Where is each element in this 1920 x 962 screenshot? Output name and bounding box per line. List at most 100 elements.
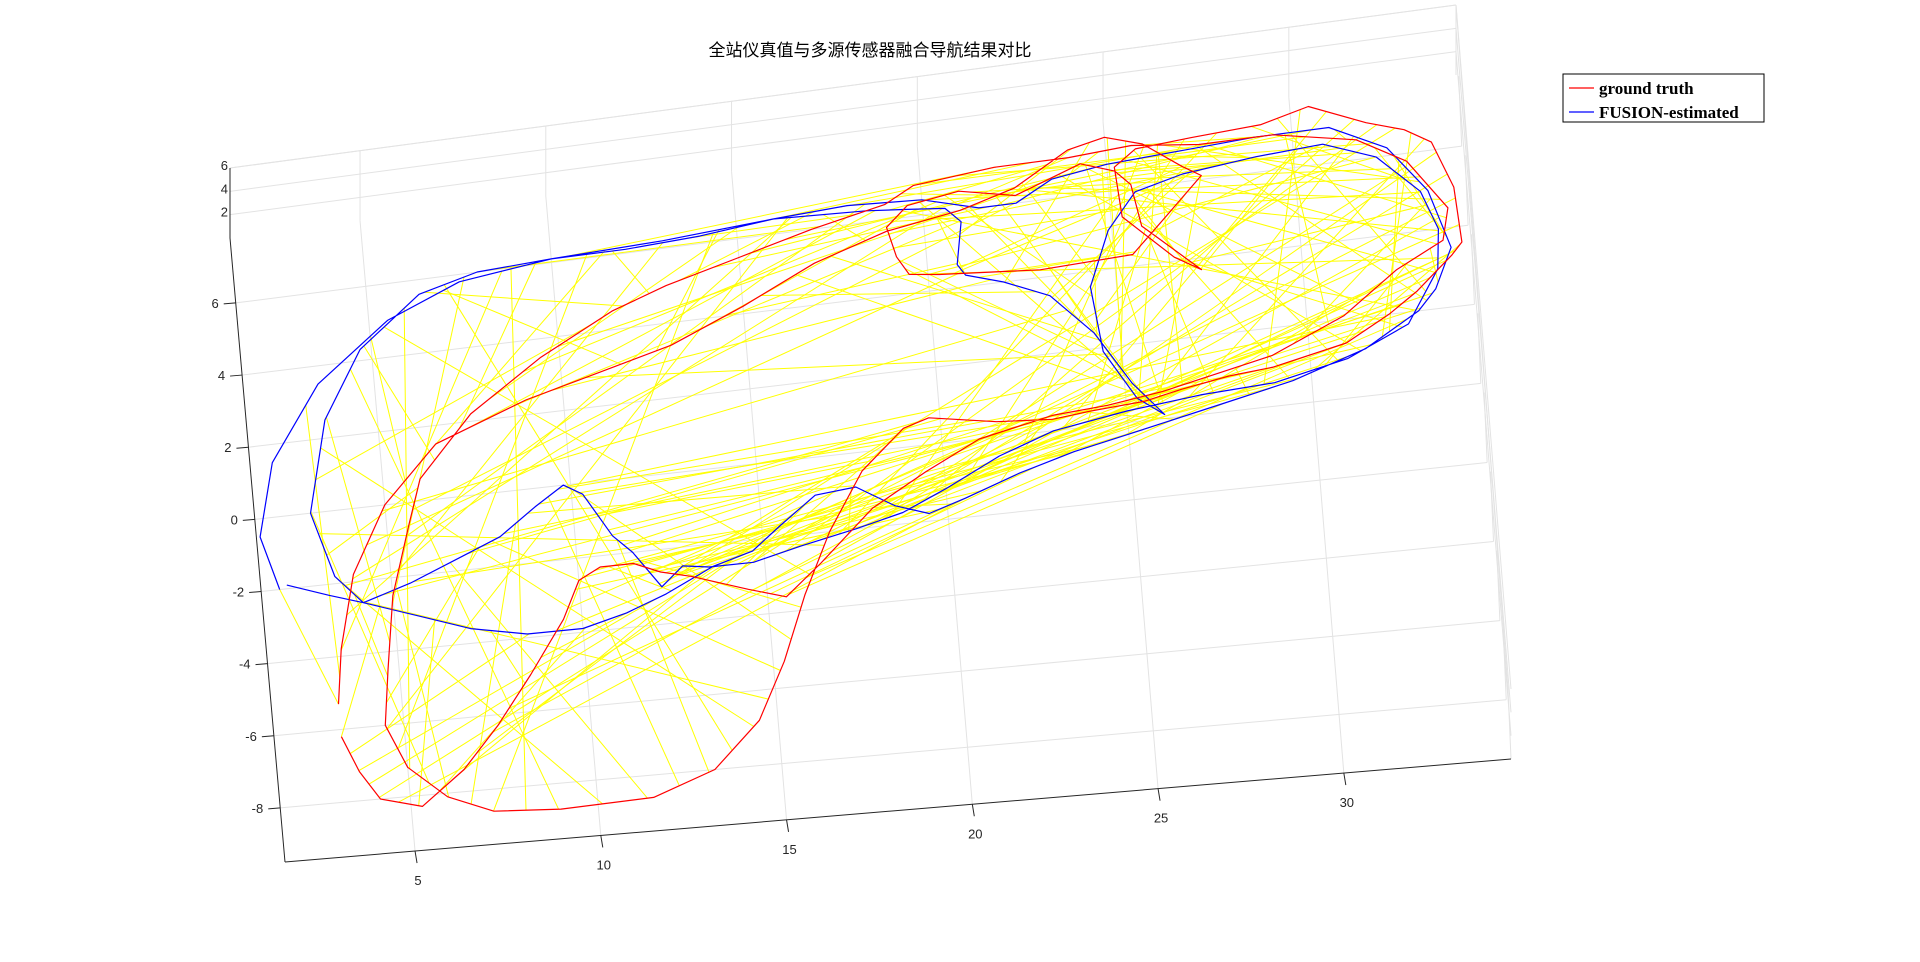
connector-84: [680, 127, 1396, 568]
connector-9: [468, 210, 876, 429]
connector-18: [795, 274, 1147, 398]
connector-121: [413, 514, 839, 583]
grid-line-y-6: [242, 224, 1469, 376]
connector-17: [760, 291, 1037, 296]
connector-116: [344, 420, 922, 587]
x-tick-mark-5: [1343, 772, 1347, 786]
connector-149: [412, 202, 1015, 511]
connector-155: [557, 178, 1052, 348]
connector-190: [1284, 133, 1329, 325]
connector-24: [995, 195, 1153, 408]
connector-166: [900, 193, 1027, 197]
y-tick-label-0: -8: [252, 801, 264, 816]
grid-line-z-side-0: [1455, 51, 1512, 736]
connector-141: [397, 254, 588, 750]
connector-22: [936, 216, 967, 276]
connector-129: [443, 284, 733, 751]
grid-line-y-2: [267, 541, 1494, 665]
x-tick-label-0: 5: [414, 873, 421, 888]
connector-6: [381, 309, 1068, 512]
series-lines: [259, 105, 1463, 812]
connector-89: [737, 197, 1456, 565]
connector-57: [1058, 173, 1362, 352]
connector-122: [318, 533, 825, 546]
connector-239: [340, 606, 381, 737]
connector-67: [1187, 204, 1428, 264]
side-top-line: [1455, 4, 1509, 690]
connector-227: [490, 630, 526, 684]
connector-189: [1088, 168, 1359, 304]
z-tick-label-0: 2: [221, 205, 228, 220]
connector-128: [320, 447, 755, 727]
connector-80: [1263, 109, 1301, 385]
connector-120: [527, 485, 855, 514]
connector-218: [638, 497, 879, 566]
connector-177: [1001, 135, 1267, 206]
x-tick-label-3: 20: [968, 826, 982, 841]
connector-125: [572, 489, 792, 640]
connector-33: [959, 165, 1183, 269]
connector-209: [805, 318, 1408, 579]
connector-163: [485, 226, 820, 271]
connector-226: [540, 610, 631, 658]
connector-184: [1208, 145, 1447, 219]
connector-119: [598, 460, 873, 517]
connector-60: [1116, 163, 1228, 174]
connector-115: [466, 418, 942, 555]
grid-line-y-0: [280, 699, 1507, 809]
connector-170: [763, 161, 1033, 222]
connector-187: [1323, 262, 1409, 368]
connector-77: [838, 132, 1218, 535]
connector-210: [788, 402, 1225, 595]
connector-235: [379, 490, 866, 798]
connector-207: [847, 487, 852, 534]
connector-175: [1194, 144, 1427, 301]
connector-183: [1038, 187, 1441, 200]
connector-173: [1129, 136, 1260, 147]
connector-138: [396, 588, 450, 798]
connector-19: [830, 255, 1102, 342]
grid-line-x-4: [1102, 121, 1159, 789]
grid-line-z-1: [229, 27, 1457, 192]
connector-132: [449, 562, 648, 799]
connector-143: [385, 547, 480, 704]
connector-75: [1137, 144, 1159, 409]
grid-line-x-2: [731, 171, 788, 820]
connector-172: [1069, 151, 1100, 175]
connector-102: [608, 371, 1252, 531]
y-tick-mark-5: [236, 446, 249, 449]
connector-160: [713, 206, 990, 268]
connector-0: [279, 589, 339, 705]
connector-216: [665, 426, 1150, 574]
y-tick-mark-4: [242, 518, 255, 521]
connector-135: [510, 265, 527, 811]
x-tick-mark-1: [600, 835, 604, 848]
connector-42: [1001, 256, 1100, 273]
grid-line-z-0: [229, 51, 1457, 216]
legend-label-fusion-estimated: FUSION-estimated: [1599, 103, 1739, 122]
grid-line-y-5: [248, 303, 1475, 448]
y-axis-line: [229, 237, 286, 863]
connector-179: [1333, 128, 1347, 140]
connector-230: [476, 509, 799, 754]
connector-154: [522, 201, 937, 373]
connector-203: [950, 292, 1433, 457]
series-fusion-estimated: [259, 126, 1452, 635]
y-tick-label-4: 0: [231, 512, 238, 527]
x-tick-label-4: 25: [1154, 811, 1168, 826]
connector-142: [386, 215, 790, 729]
y-tick-label-5: 2: [224, 440, 231, 455]
connector-3: [346, 217, 792, 616]
connector-146: [391, 276, 465, 607]
connector-1: [305, 405, 341, 678]
connector-157: [424, 291, 623, 307]
y-tick-label-2: -4: [239, 657, 251, 672]
connector-133: [334, 576, 603, 805]
connector-205: [899, 443, 1100, 491]
legend-box: [1562, 73, 1765, 123]
series-ground-truth: [337, 105, 1463, 812]
connector-178: [1132, 136, 1306, 160]
y-tick-label-3: -2: [233, 584, 245, 599]
x-tick-label-2: 15: [782, 842, 796, 857]
connector-126: [491, 540, 781, 671]
